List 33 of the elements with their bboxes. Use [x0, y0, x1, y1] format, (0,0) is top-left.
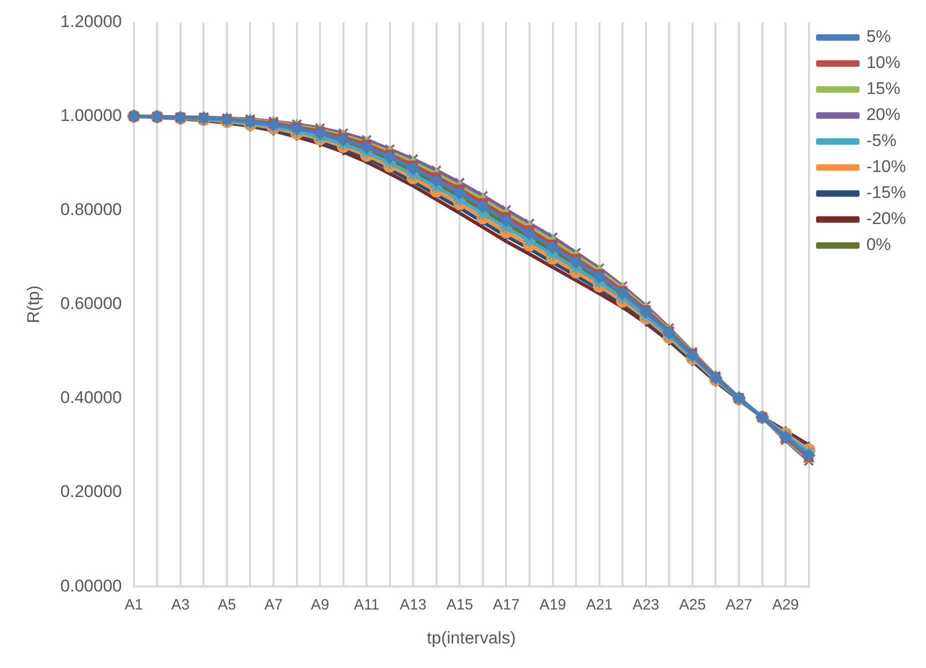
legend-label: 5%: [866, 27, 891, 46]
x-tick-label: A29: [772, 596, 799, 614]
x-tick-label: A13: [400, 596, 426, 614]
legend-label: -20%: [866, 209, 906, 228]
x-tick-label: A11: [354, 596, 380, 614]
y-tick-label: 0.60000: [60, 294, 122, 314]
y-tick-label: 1.00000: [60, 106, 122, 125]
x-tick-label: A3: [171, 596, 190, 614]
legend-label: 20%: [866, 105, 900, 124]
x-tick-label: A25: [679, 596, 706, 614]
x-tick-label: A1: [124, 596, 144, 614]
x-tick-label: A19: [539, 596, 566, 614]
x-axis-title: tp(intervals): [426, 628, 516, 648]
legend-label: 15%: [866, 79, 900, 98]
x-tick-label: A27: [726, 596, 752, 614]
y-tick-label: 1.20000: [60, 12, 122, 31]
y-tick-label: 0.00000: [60, 576, 122, 596]
x-tick-label: A7: [264, 596, 283, 614]
x-tick-label: A23: [632, 596, 660, 614]
x-tick-label: A15: [446, 596, 474, 614]
y-tick-label: 0.20000: [60, 482, 122, 502]
legend-label: -5%: [866, 131, 897, 150]
legend-label: -15%: [866, 183, 906, 202]
y-tick-label: 0.80000: [60, 200, 122, 220]
y-tick-label: 0.40000: [60, 388, 122, 408]
y-axis-title: R(tp): [24, 286, 43, 324]
legend-label: 10%: [866, 53, 900, 72]
x-tick-label: A5: [218, 596, 236, 614]
x-tick-label: A17: [492, 596, 520, 614]
x-tick-label: A9: [310, 596, 330, 614]
legend-label: 0%: [866, 235, 891, 254]
legend-label: -10%: [866, 157, 906, 176]
x-tick-label: A21: [586, 596, 613, 614]
